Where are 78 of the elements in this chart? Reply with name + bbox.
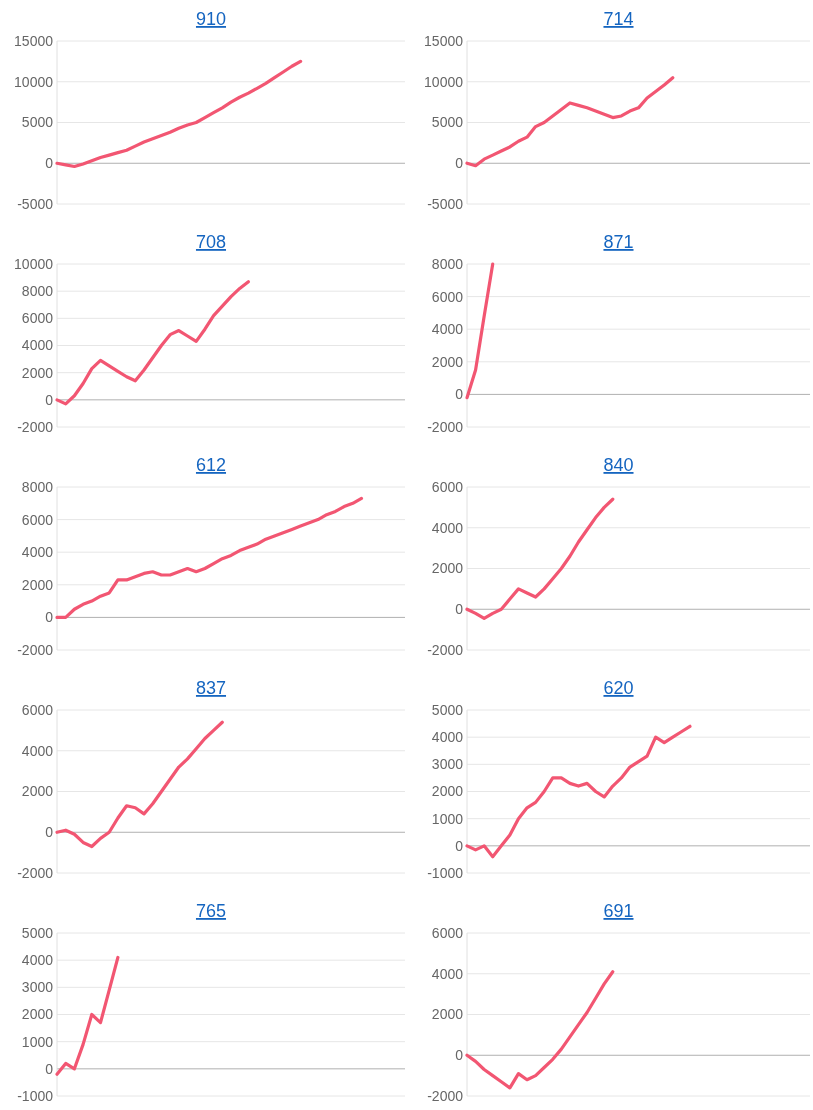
line-series bbox=[55, 280, 250, 406]
chart-title: 765 bbox=[195, 901, 227, 921]
y-tick-label: 5000 bbox=[21, 114, 54, 131]
y-tick-label: 2000 bbox=[21, 1006, 54, 1023]
y-tick-label: 2000 bbox=[431, 1006, 464, 1023]
y-tick-label: 6000 bbox=[21, 310, 54, 327]
y-tick-label: 10000 bbox=[14, 73, 54, 90]
y-tick-label: 5000 bbox=[21, 924, 54, 941]
y-tick-label: 0 bbox=[45, 824, 54, 841]
y-tick-label: 4000 bbox=[431, 729, 464, 746]
y-tick-label: 0 bbox=[455, 601, 464, 618]
y-tick-label: 4000 bbox=[21, 952, 54, 969]
y-tick-label: 6000 bbox=[431, 478, 464, 495]
y-tick-label: 2000 bbox=[21, 576, 54, 593]
y-tick-label: 3000 bbox=[21, 979, 54, 996]
y-tick-label: 1000 bbox=[21, 1033, 54, 1050]
y-tick-label: 4000 bbox=[21, 544, 54, 561]
y-tick-label: 4000 bbox=[431, 321, 464, 338]
y-tick-label: -5000 bbox=[17, 195, 54, 212]
y-tick-label: 0 bbox=[455, 837, 464, 854]
y-tick-label: 6000 bbox=[431, 288, 464, 305]
y-tick-label: -2000 bbox=[427, 641, 464, 658]
line-series bbox=[55, 955, 120, 1076]
y-tick-label: 6000 bbox=[431, 924, 464, 941]
y-tick-label: 6000 bbox=[21, 511, 54, 528]
line-series bbox=[465, 970, 615, 1090]
y-tick-label: 6000 bbox=[21, 701, 54, 718]
y-tick-label: 4000 bbox=[431, 519, 464, 536]
y-tick-label: 10000 bbox=[14, 255, 54, 272]
y-tick-label: -2000 bbox=[17, 418, 54, 435]
y-tick-label: 2000 bbox=[431, 560, 464, 577]
y-tick-label: 8000 bbox=[21, 283, 54, 300]
chart-title: 837 bbox=[195, 678, 227, 698]
y-tick-label: 0 bbox=[455, 155, 464, 172]
chart-title: 840 bbox=[603, 455, 634, 475]
y-tick-label: 5000 bbox=[431, 114, 464, 131]
y-tick-label: -2000 bbox=[427, 1087, 464, 1104]
y-tick-label: 0 bbox=[45, 609, 54, 626]
y-tick-label: -1000 bbox=[427, 864, 464, 881]
line-series bbox=[465, 76, 675, 168]
y-tick-label: 2000 bbox=[431, 783, 464, 800]
y-tick-label: 8000 bbox=[431, 255, 464, 272]
y-tick-label: 0 bbox=[45, 391, 54, 408]
y-tick-label: 4000 bbox=[431, 965, 464, 982]
y-tick-label: 15000 bbox=[14, 32, 54, 49]
y-tick-label: -2000 bbox=[17, 864, 54, 881]
chart-title: 708 bbox=[195, 232, 227, 252]
y-tick-label: 4000 bbox=[21, 742, 54, 759]
line-series bbox=[465, 262, 495, 400]
y-tick-label: -2000 bbox=[17, 641, 54, 658]
line-series bbox=[465, 497, 615, 621]
y-tick-label: -1000 bbox=[17, 1087, 54, 1104]
y-tick-label: 0 bbox=[45, 155, 54, 172]
y-tick-label: 3000 bbox=[431, 756, 464, 773]
y-tick-label: 0 bbox=[45, 1060, 54, 1077]
y-tick-label: 0 bbox=[455, 386, 464, 403]
y-tick-label: -5000 bbox=[427, 195, 464, 212]
line-series bbox=[55, 720, 224, 849]
chart-title: 910 bbox=[195, 9, 227, 29]
y-tick-label: 4000 bbox=[21, 337, 54, 354]
y-tick-label: 2000 bbox=[21, 783, 54, 800]
y-tick-label: 1000 bbox=[431, 810, 464, 827]
line-series bbox=[465, 724, 692, 859]
y-tick-label: 10000 bbox=[424, 73, 464, 90]
line-series bbox=[55, 496, 364, 619]
chart-title: 871 bbox=[603, 232, 634, 252]
line-series bbox=[55, 59, 303, 169]
y-tick-label: 8000 bbox=[21, 478, 54, 495]
chart-title: 714 bbox=[603, 9, 634, 29]
chart-title: 691 bbox=[603, 901, 634, 921]
y-tick-label: 5000 bbox=[431, 701, 464, 718]
y-tick-label: 2000 bbox=[431, 353, 464, 370]
y-tick-label: 2000 bbox=[21, 364, 54, 381]
y-tick-label: -2000 bbox=[427, 418, 464, 435]
chart-title: 620 bbox=[603, 678, 634, 698]
chart-title: 612 bbox=[195, 455, 227, 475]
y-tick-label: 15000 bbox=[424, 32, 464, 49]
y-tick-label: 0 bbox=[455, 1047, 464, 1064]
